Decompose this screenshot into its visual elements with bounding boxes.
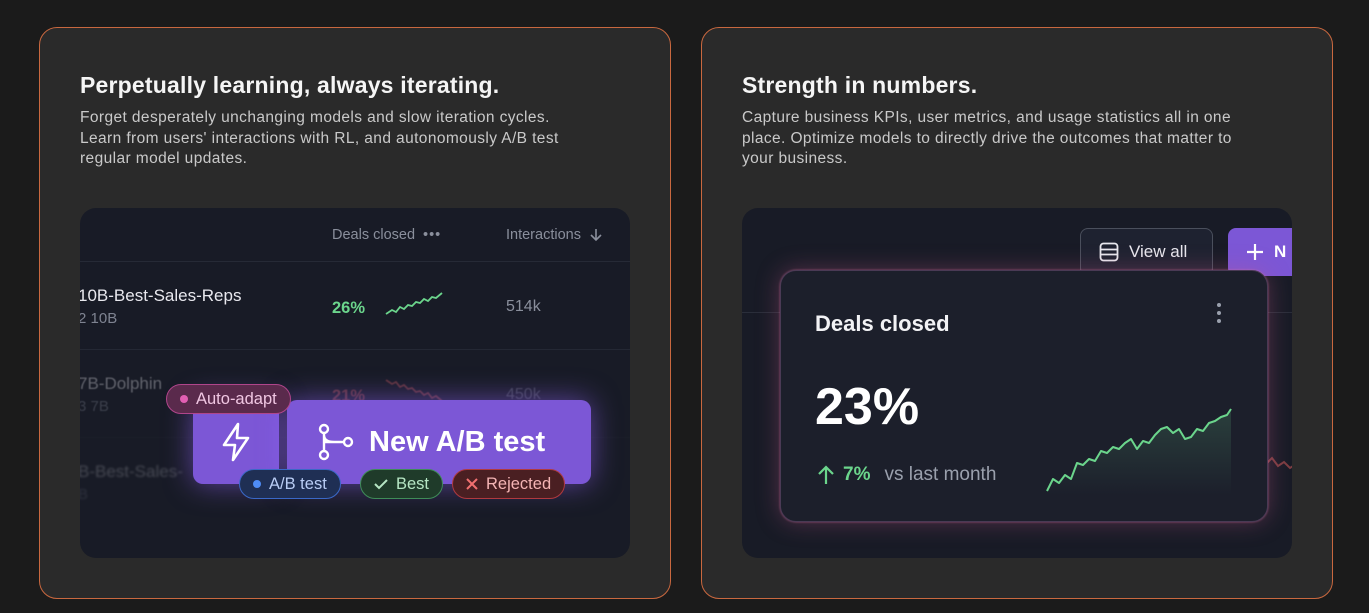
new-button-label: N (1274, 242, 1287, 261)
close-icon (466, 478, 478, 490)
new-button[interactable]: N (1228, 228, 1292, 276)
table-header: Deals closed ••• Interactions (80, 208, 630, 262)
interactions-value: 450k (506, 386, 541, 403)
deals-sparkline (1046, 408, 1232, 495)
models-table-panel: Deals closed ••• Interactions 10B-Best-S… (80, 208, 630, 558)
tag-label: Rejected (486, 474, 552, 493)
metrics-panel: View all N Deals closed 23% 7% vs last m… (742, 208, 1292, 558)
view-all-button[interactable]: View all (1080, 228, 1213, 276)
tag-label: A/B test (269, 474, 327, 493)
tag-label: Auto-adapt (196, 389, 277, 408)
metric-title: Deals closed (815, 311, 950, 336)
card-description: Capture business KPIs, user metrics, and… (742, 109, 1232, 167)
more-options-icon[interactable] (1217, 303, 1221, 323)
interactions-value: 514k (506, 298, 541, 315)
metric-change: 7% vs last month (817, 464, 996, 486)
metric-change-value: 7% (843, 464, 871, 485)
model-name: B-Best-Sales- (80, 462, 183, 481)
column-header-interactions[interactable]: Interactions (506, 227, 603, 243)
new-ab-test-label: New A/B test (369, 425, 546, 458)
branch-icon (318, 423, 354, 461)
view-all-label: View all (1129, 242, 1188, 261)
background-sparkline (1262, 455, 1292, 470)
metric-card-deals-closed[interactable]: Deals closed 23% 7% vs last month (780, 270, 1268, 522)
arrow-down-icon (590, 229, 602, 242)
model-size: 3 7B (80, 398, 109, 415)
more-options-icon[interactable]: ••• (423, 227, 442, 243)
feature-card-numbers: Strength in numbers. Capture business KP… (701, 27, 1333, 599)
column-header-label: Deals closed (332, 227, 416, 243)
card-description: Forget desperately unchanging models and… (80, 109, 559, 167)
deals-closed-value: 26% (332, 299, 366, 317)
lightning-bolt-icon (222, 422, 250, 462)
table-row[interactable]: 10B-Best-Sales-Reps 2 10B 26% 514k (80, 262, 630, 350)
table-row[interactable]: B-Best-Sales- B (80, 438, 630, 526)
model-size: 2 10B (80, 310, 118, 327)
trend-sparkline-up (385, 292, 443, 315)
trend-sparkline-down (385, 379, 443, 402)
dot-icon (253, 480, 261, 488)
model-size: B (80, 486, 88, 503)
card-title: Strength in numbers. (742, 72, 978, 98)
dot-icon (180, 395, 188, 403)
model-name: 10B-Best-Sales-Reps (80, 286, 242, 305)
table-icon (1099, 242, 1119, 262)
metric-value: 23% (815, 378, 920, 436)
tag-auto-adapt: Auto-adapt (166, 384, 291, 414)
tag-ab-test: A/B test (239, 469, 341, 499)
feature-card-learning: Perpetually learning, always iterating. … (39, 27, 671, 599)
plus-icon (1247, 244, 1263, 260)
column-header-deals-closed[interactable]: Deals closed ••• (332, 227, 441, 243)
column-header-label: Interactions (506, 227, 581, 243)
arrow-up-icon (818, 465, 834, 484)
metric-change-period: vs last month (884, 464, 997, 485)
check-icon (374, 479, 388, 490)
tag-rejected: Rejected (452, 469, 566, 499)
card-title: Perpetually learning, always iterating. (80, 72, 500, 98)
tag-best: Best (360, 469, 444, 499)
tag-label: Best (396, 474, 430, 493)
model-name: 7B-Dolphin (80, 374, 163, 393)
